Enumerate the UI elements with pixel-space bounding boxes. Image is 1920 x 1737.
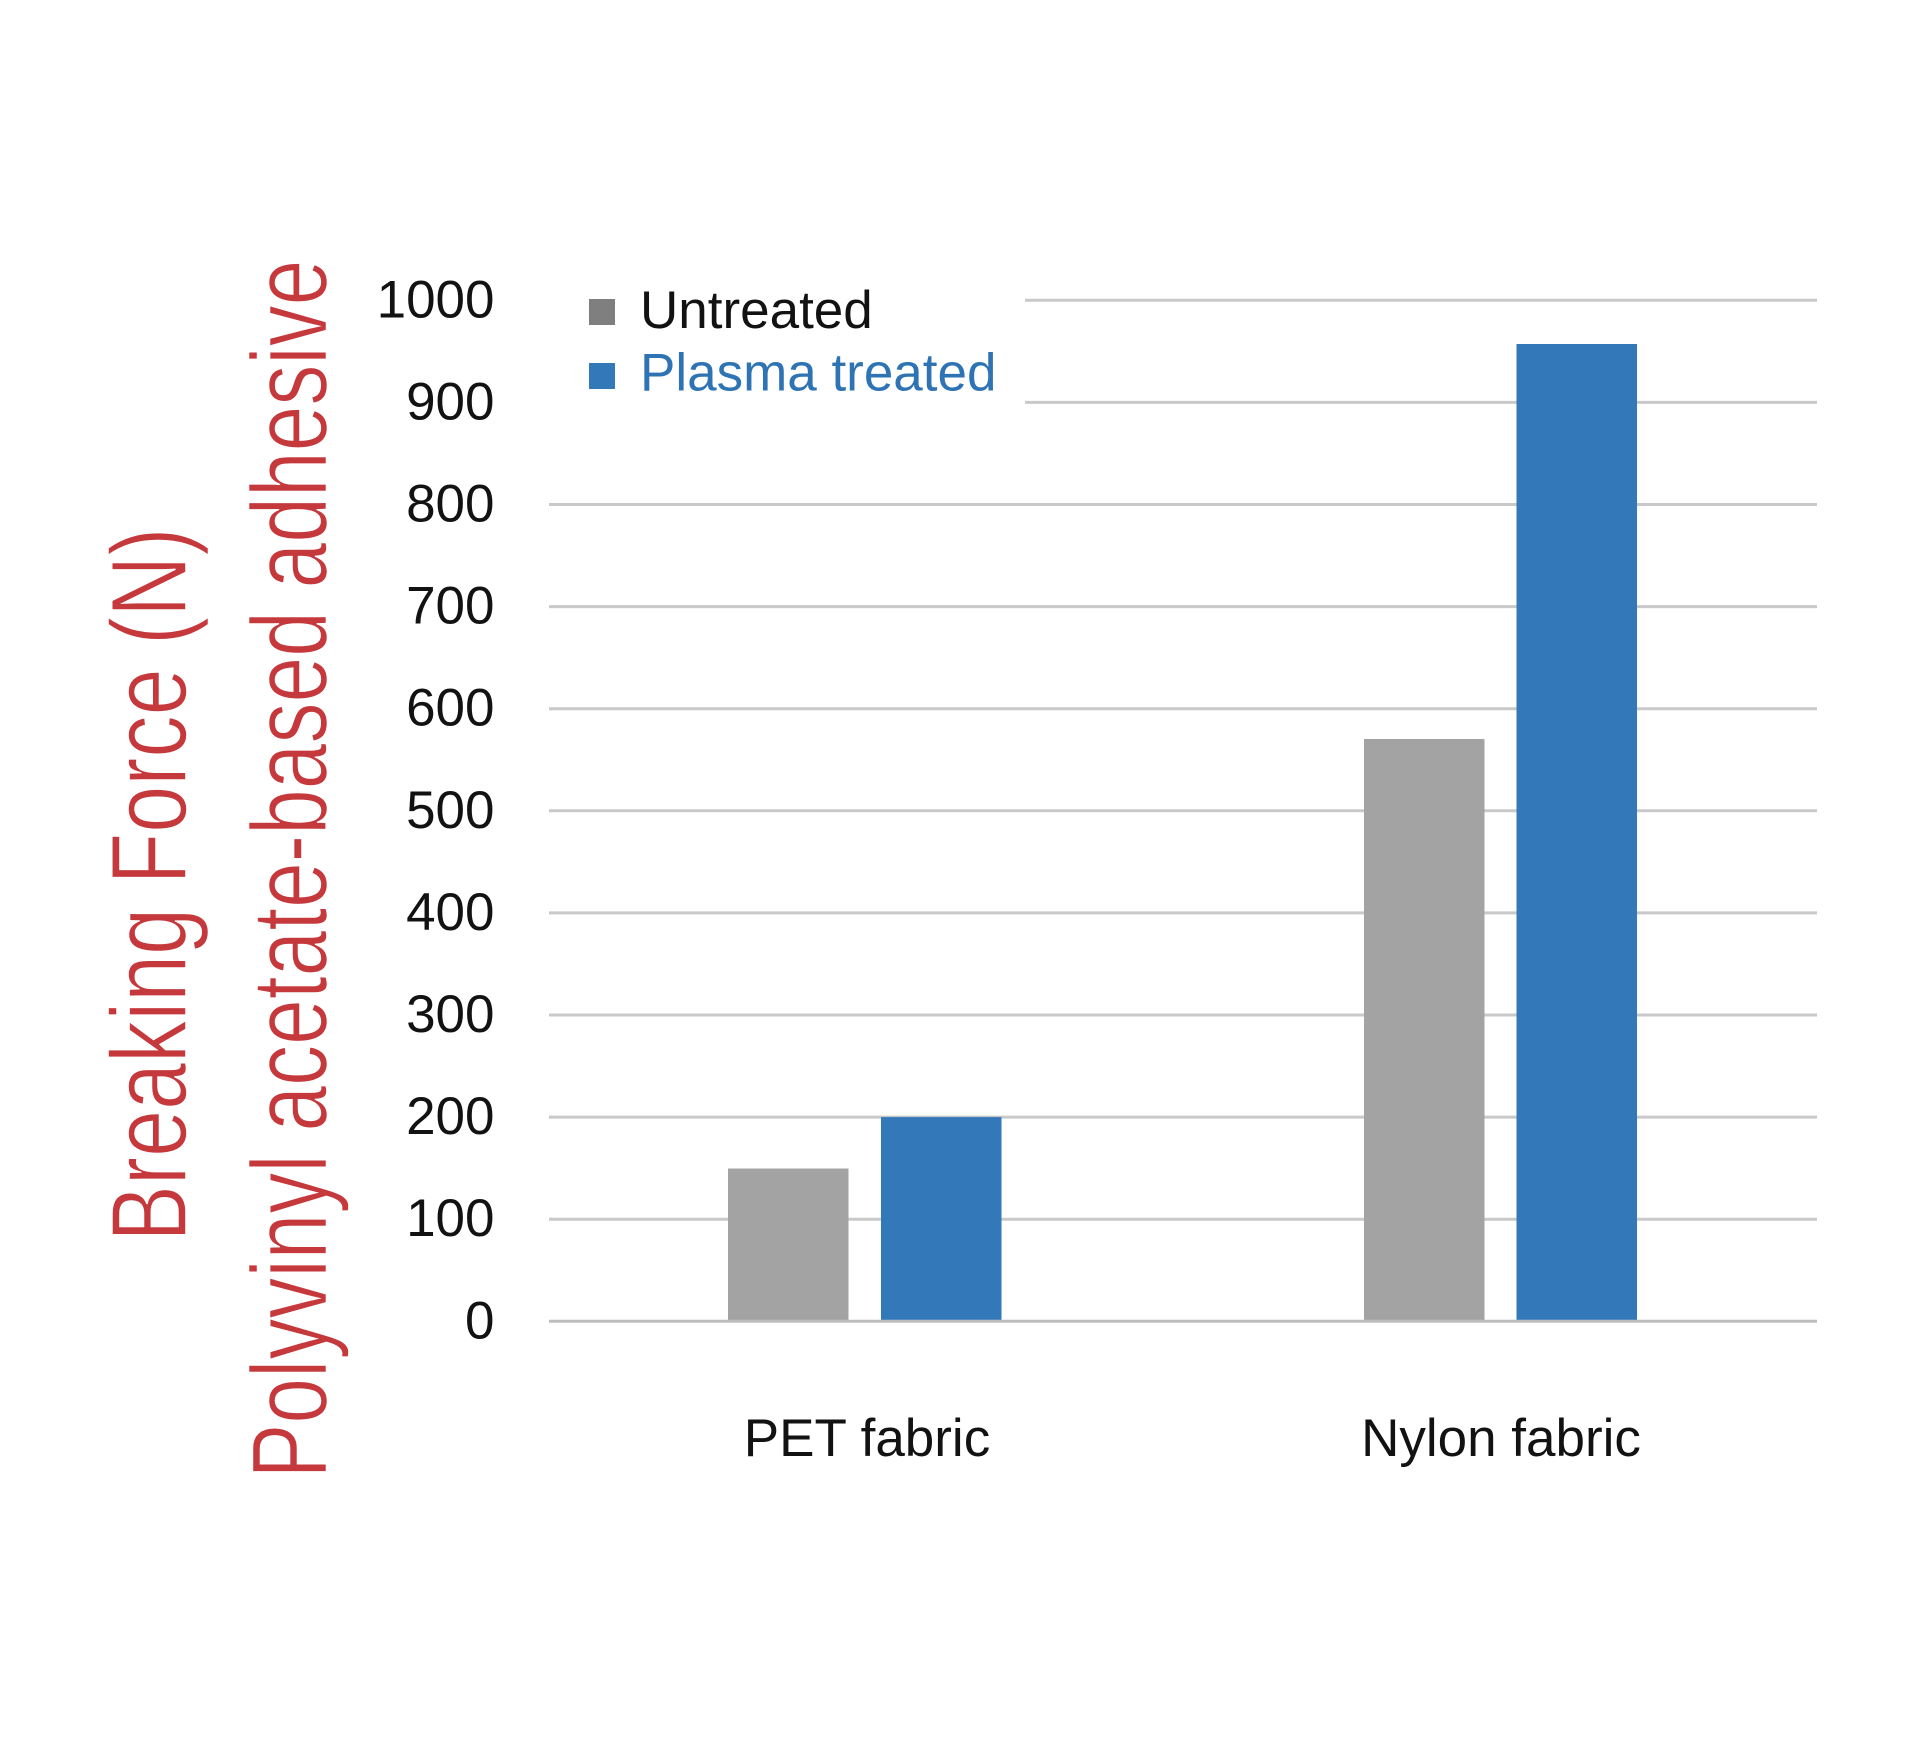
svg-text:Nylon fabric: Nylon fabric	[1361, 1409, 1641, 1468]
svg-text:Plasma treated: Plasma treated	[640, 344, 996, 403]
svg-text:0: 0	[465, 1291, 494, 1350]
svg-text:100: 100	[406, 1189, 494, 1248]
svg-text:Polyvinyl acetate-based adhesi: Polyvinyl acetate-based adhesive	[230, 260, 350, 1479]
svg-text:Breaking Force (N): Breaking Force (N)	[88, 528, 209, 1242]
svg-text:900: 900	[406, 372, 494, 431]
svg-text:200: 200	[406, 1087, 494, 1146]
svg-text:400: 400	[406, 883, 494, 942]
svg-text:PET fabric: PET fabric	[744, 1409, 990, 1468]
svg-text:300: 300	[406, 985, 494, 1044]
svg-text:700: 700	[406, 577, 494, 636]
svg-text:600: 600	[406, 679, 494, 738]
svg-text:800: 800	[406, 475, 494, 534]
svg-text:500: 500	[406, 781, 494, 840]
svg-text:1000: 1000	[377, 270, 495, 329]
svg-text:Untreated: Untreated	[640, 281, 873, 340]
